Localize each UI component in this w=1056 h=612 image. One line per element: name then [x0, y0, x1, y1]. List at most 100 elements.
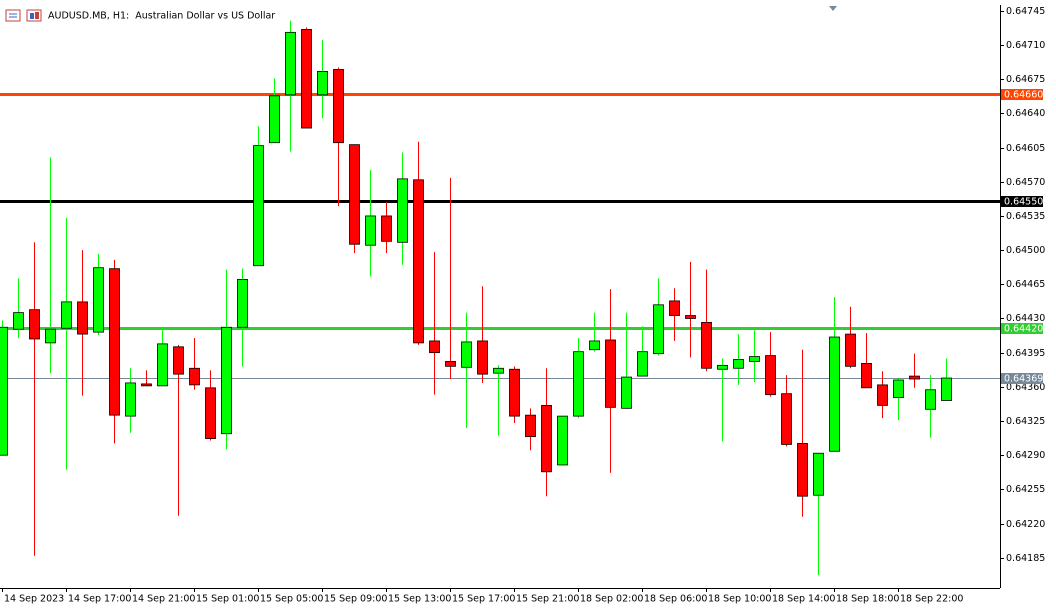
y-tick-label: 0.64745 [1006, 6, 1045, 17]
chart-title: AUDUSD.MB, H1: Australian Dollar vs US D… [48, 11, 275, 22]
candle-body [397, 178, 408, 243]
candle-body [477, 340, 488, 375]
candle-body [813, 452, 824, 496]
candle-body [749, 356, 760, 362]
candle-body [781, 393, 792, 445]
icon-bar [30, 13, 34, 19]
y-tick-label: 0.64500 [1006, 245, 1045, 256]
y-tick-label: 0.64465 [1006, 279, 1045, 290]
y-tick-label: 0.64535 [1006, 211, 1045, 222]
candle-body [765, 355, 776, 396]
y-tick-label: 0.64360 [1006, 382, 1045, 393]
y-tick-label: 0.64325 [1006, 416, 1045, 427]
x-tick-label: 15 Sep 05:00 [260, 594, 323, 605]
y-tick-label: 0.64640 [1006, 108, 1045, 119]
candle-body [797, 443, 808, 497]
candle-body [173, 346, 184, 375]
candle-body [413, 179, 424, 344]
candle-body [669, 300, 680, 316]
candle-body [717, 364, 728, 370]
y-tick-label: 0.64605 [1006, 143, 1045, 154]
candle-body [637, 351, 648, 377]
candle-body [525, 414, 536, 438]
candle-body [77, 301, 88, 335]
candle-body [733, 359, 744, 369]
y-tick-label: 0.64255 [1006, 484, 1045, 495]
price-label-box [1001, 323, 1043, 334]
candle-body [541, 404, 552, 473]
x-tick-label: 15 Sep 09:00 [324, 594, 387, 605]
x-tick-label: 18 Sep 10:00 [708, 594, 771, 605]
toolbar-icons [5, 9, 42, 22]
candle-body [13, 312, 24, 330]
x-tick-label: 15 Sep 13:00 [388, 594, 451, 605]
candle-body [125, 382, 136, 417]
price-label-box [1001, 89, 1043, 100]
x-tick-label: 18 Sep 14:00 [772, 594, 835, 605]
candle-body [333, 69, 344, 144]
x-tick-label: 15 Sep 21:00 [516, 594, 579, 605]
candles [0, 20, 952, 576]
x-tick-label: 18 Sep 06:00 [644, 594, 707, 605]
icon-bar [35, 12, 39, 19]
candle-body [701, 321, 712, 369]
candle-body [29, 309, 40, 340]
candle-body [877, 384, 888, 406]
x-tick-label: 15 Sep 17:00 [452, 594, 515, 605]
x-tick-label: 18 Sep 02:00 [580, 594, 643, 605]
x-tick-label: 14 Sep 21:00 [132, 594, 195, 605]
y-tick-label: 0.64710 [1006, 40, 1045, 51]
candle-body [605, 339, 616, 408]
candle-body [269, 95, 280, 144]
y-tick-label: 0.64395 [1006, 348, 1045, 359]
candle-body [925, 389, 936, 410]
candle-body [301, 29, 312, 129]
candle-body [509, 368, 520, 417]
candle-body [205, 387, 216, 439]
candle-body [685, 315, 696, 319]
price-label: 0.64369 [1004, 374, 1043, 385]
x-tick-label: 18 Sep 18:00 [836, 594, 899, 605]
candle-body [557, 415, 568, 466]
candle-body [45, 328, 56, 344]
candle-body [493, 367, 504, 374]
candle-body [829, 336, 840, 452]
candle-body [461, 341, 472, 368]
candle-body [861, 362, 872, 389]
price-label-box [1001, 196, 1043, 207]
candle-body [237, 279, 248, 328]
candle-body [317, 71, 328, 96]
candle-body [0, 326, 8, 456]
candle-body [93, 267, 104, 333]
shift-marker [829, 6, 837, 11]
candle-body [221, 326, 232, 435]
candle-body [109, 268, 120, 416]
y-tick-label: 0.64290 [1006, 450, 1045, 461]
candle-body [941, 377, 952, 401]
x-tick-label: 14 Sep 2023 [4, 594, 64, 605]
price-label-box [1001, 373, 1043, 384]
candle-body [141, 383, 152, 387]
candle-body [285, 31, 296, 96]
candle-body [909, 375, 920, 380]
x-tick-label: 15 Sep 01:00 [196, 594, 259, 605]
candle-body [365, 215, 376, 246]
price-label: 0.64660 [1004, 90, 1043, 101]
x-tick-label: 18 Sep 22:00 [900, 594, 963, 605]
y-tick-label: 0.64675 [1006, 74, 1045, 85]
candle-body [349, 144, 360, 245]
candle-body [893, 379, 904, 398]
y-tick-label: 0.64430 [1006, 313, 1045, 324]
candle-body [189, 367, 200, 386]
candle-body [573, 351, 584, 417]
candle-body [61, 301, 72, 329]
candle-body [157, 343, 168, 387]
price-label: 0.64550 [1004, 197, 1043, 208]
y-tick-label: 0.64185 [1006, 553, 1045, 564]
y-tick-label: 0.64570 [1006, 177, 1045, 188]
candle-body [253, 145, 264, 267]
candle-body [845, 333, 856, 367]
y-tick-label: 0.64220 [1006, 519, 1045, 530]
price-label: 0.64420 [1004, 324, 1043, 335]
